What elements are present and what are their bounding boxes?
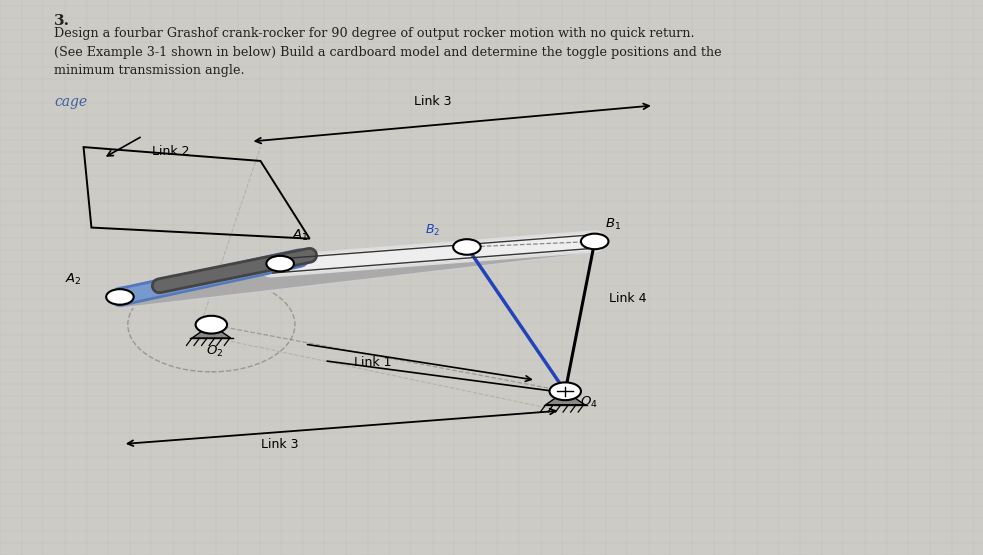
Text: $A_2$: $A_2$ (65, 272, 82, 287)
Text: Design a fourbar Grashof crank-rocker for 90 degree of output rocker motion with: Design a fourbar Grashof crank-rocker fo… (54, 27, 695, 39)
Circle shape (106, 289, 134, 305)
Text: cage: cage (54, 95, 87, 109)
Text: $A_1$: $A_1$ (292, 228, 309, 243)
Circle shape (581, 234, 608, 249)
Text: (See Example 3-1 shown in below) Build a cardboard model and determine the toggl: (See Example 3-1 shown in below) Build a… (54, 46, 722, 58)
Circle shape (196, 316, 227, 334)
Text: Link 4: Link 4 (609, 292, 647, 305)
Text: $O_2$: $O_2$ (205, 344, 223, 359)
Text: 3.: 3. (54, 14, 70, 28)
Text: Link 3: Link 3 (261, 438, 299, 451)
Text: $O_4$: $O_4$ (580, 395, 598, 410)
Text: Link 2: Link 2 (152, 145, 190, 158)
Polygon shape (192, 325, 231, 338)
Circle shape (549, 382, 581, 400)
Circle shape (266, 256, 294, 271)
Text: Link 3: Link 3 (414, 95, 451, 108)
Polygon shape (546, 391, 585, 405)
Text: $B_1$: $B_1$ (605, 216, 620, 231)
Text: $B_2$: $B_2$ (426, 223, 440, 238)
Circle shape (453, 239, 481, 255)
Text: Link 1: Link 1 (354, 356, 391, 369)
Text: minimum transmission angle.: minimum transmission angle. (54, 64, 245, 77)
